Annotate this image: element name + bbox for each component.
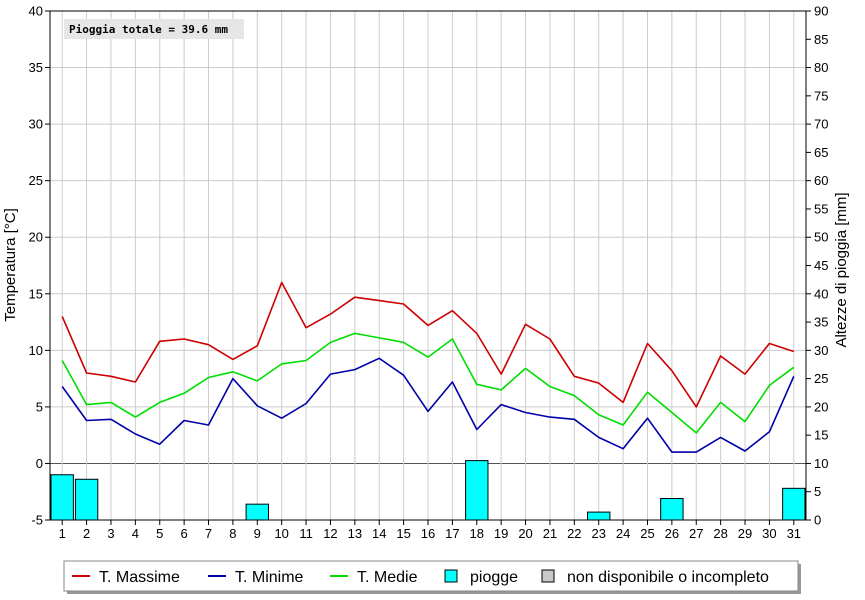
y2-tick-label: 30 — [814, 343, 828, 358]
rain-bars — [50, 460, 806, 521]
y2-tick-label: 85 — [814, 32, 828, 47]
y2-tick-label: 45 — [814, 258, 828, 273]
y2-tick-label: 25 — [814, 371, 828, 386]
y2-tick-label: 65 — [814, 145, 828, 160]
x-tick-label: 17 — [445, 526, 459, 541]
y-axis-title: Temperatura [°C] — [2, 208, 19, 322]
rain-total-annotation: Pioggia totale = 39.6 mm — [64, 19, 244, 39]
x-tick-label: 18 — [470, 526, 484, 541]
x-tick-label: 6 — [181, 526, 188, 541]
x-tick-label: 14 — [372, 526, 386, 541]
y-tick-label: 5 — [36, 399, 43, 414]
x-tick-label: 22 — [567, 526, 581, 541]
y2-tick-label: 90 — [814, 4, 828, 19]
x-tick-label: 8 — [229, 526, 236, 541]
y2-tick-label: 40 — [814, 286, 828, 301]
x-tick-label: 11 — [299, 526, 313, 541]
y-tick-label: 0 — [36, 456, 43, 471]
y-tick-label: 35 — [29, 60, 43, 75]
legend-label-t-medie: T. Medie — [357, 569, 418, 586]
x-tick-label: 16 — [421, 526, 435, 541]
axes: -505101520253035400510152025303540455055… — [29, 4, 829, 542]
y2-axis-title: Altezze di pioggia [mm] — [833, 192, 850, 347]
annotation-box — [64, 19, 244, 39]
legend: T. Massime T. Minime T. Medie piogge non dis… — [63, 560, 801, 594]
x-tick-label: 27 — [689, 526, 703, 541]
x-tick-label: 4 — [132, 526, 139, 541]
y2-tick-label: 55 — [814, 201, 828, 216]
legend-label-t-minime: T. Minime — [235, 569, 304, 586]
rain-bar — [245, 503, 269, 521]
x-tick-label: 2 — [83, 526, 90, 541]
rain-bar — [660, 498, 684, 521]
rain-bar — [587, 511, 611, 521]
y2-tick-label: 35 — [814, 315, 828, 330]
x-tick-label: 23 — [591, 526, 605, 541]
y-tick-label: 40 — [29, 4, 43, 19]
y-tick-label: 10 — [29, 343, 43, 358]
rain-bar — [50, 474, 74, 521]
x-tick-label: 30 — [762, 526, 776, 541]
y-tick-label: 25 — [29, 173, 43, 188]
legend-label-non-disponibile-o-incompleto: non disponibile o incompleto — [567, 569, 769, 586]
x-tick-label: 20 — [518, 526, 532, 541]
x-tick-label: 1 — [59, 526, 66, 541]
grid — [50, 10, 806, 520]
x-tick-label: 9 — [254, 526, 261, 541]
annotation-text: Pioggia totale = 39.6 mm — [69, 23, 228, 36]
x-tick-label: 21 — [543, 526, 557, 541]
series-line-t-massime — [61, 281, 795, 408]
temperature-lines — [61, 281, 795, 453]
rain-bar — [465, 460, 489, 521]
y-tick-label: -5 — [31, 513, 43, 528]
series-line-t-minime — [61, 357, 795, 453]
x-tick-label: 28 — [713, 526, 727, 541]
y2-tick-label: 15 — [814, 428, 828, 443]
x-tick-label: 25 — [640, 526, 654, 541]
legend-label-t-massime: T. Massime — [99, 569, 180, 586]
y2-tick-label: 80 — [814, 60, 828, 75]
x-tick-label: 31 — [787, 526, 801, 541]
x-tick-label: 3 — [107, 526, 114, 541]
y2-tick-label: 10 — [814, 456, 828, 471]
y2-tick-label: 5 — [814, 484, 821, 499]
legend-swatch-non-disponibile-o-incompleto — [541, 569, 555, 583]
series-line-t-medie — [61, 332, 795, 434]
y-tick-label: 20 — [29, 230, 43, 245]
y2-tick-label: 0 — [814, 513, 821, 528]
y2-tick-label: 50 — [814, 230, 828, 245]
rain-bar — [782, 487, 806, 521]
x-tick-label: 15 — [396, 526, 410, 541]
legend-label-piogge: piogge — [470, 569, 518, 586]
y-tick-label: 30 — [29, 117, 43, 132]
x-tick-label: 10 — [274, 526, 288, 541]
x-tick-label: 7 — [205, 526, 212, 541]
y2-tick-label: 75 — [814, 88, 828, 103]
x-tick-label: 26 — [665, 526, 679, 541]
legend-box — [63, 560, 799, 592]
legend-swatch-piogge — [444, 569, 458, 583]
y2-tick-label: 20 — [814, 399, 828, 414]
y2-tick-label: 70 — [814, 117, 828, 132]
x-tick-label: 12 — [323, 526, 337, 541]
rain-bar — [74, 478, 99, 521]
x-tick-label: 29 — [738, 526, 752, 541]
x-tick-label: 19 — [494, 526, 508, 541]
x-tick-label: 13 — [348, 526, 362, 541]
x-tick-label: 24 — [616, 526, 630, 541]
x-tick-label: 5 — [156, 526, 163, 541]
y-tick-label: 15 — [29, 286, 43, 301]
y2-tick-label: 60 — [814, 173, 828, 188]
